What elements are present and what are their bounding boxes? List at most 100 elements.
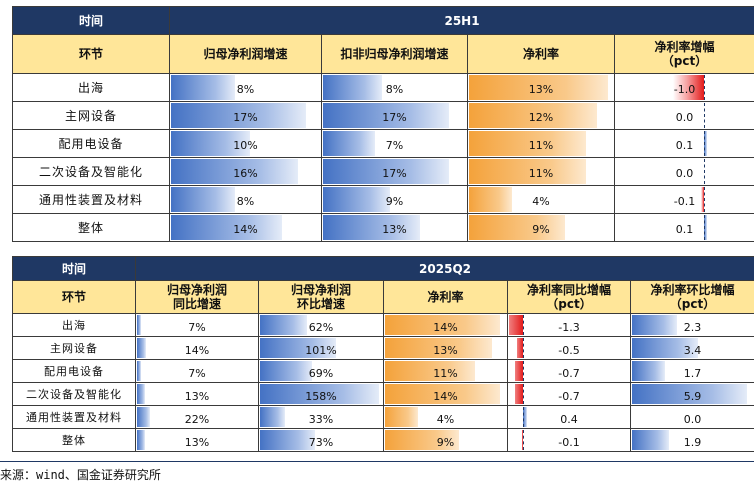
column-header: 归母净利润增速 [169, 34, 322, 74]
row-label: 整体 [12, 428, 136, 452]
cell-value: 14% [433, 320, 458, 334]
cell-value: 11% [528, 167, 554, 180]
data-bar [385, 315, 500, 335]
axis-line [703, 159, 705, 184]
data-bar [323, 131, 376, 156]
data-bar [522, 407, 527, 427]
data-bar [260, 407, 285, 427]
cell-value: 2.3 [683, 320, 702, 334]
cell-value: 62% [308, 320, 334, 334]
table-cell: 16% [169, 157, 322, 186]
data-bar [171, 131, 251, 156]
source-note: 来源：wind、国金证券研究所 [0, 468, 161, 482]
data-bar [521, 430, 523, 450]
table-cell: 13% [383, 336, 508, 360]
cell-value: 7% [188, 320, 206, 334]
table-cell: -0.1 [613, 185, 754, 214]
cell-value: 8% [236, 83, 255, 96]
header-period: 2025Q2 [134, 256, 754, 281]
table-cell: 17% [321, 157, 468, 186]
axis-line [522, 315, 524, 335]
data-bar [673, 75, 704, 100]
table-cell: 4% [467, 185, 615, 214]
row-label: 出海 [12, 73, 170, 102]
cell-value: -0.7 [558, 389, 580, 403]
table-cell: 14% [383, 313, 508, 337]
cell-value: 14% [233, 223, 258, 236]
column-header: 净利率增幅 （pct） [613, 34, 754, 74]
data-bar [469, 159, 587, 184]
cell-value: 10% [233, 139, 258, 152]
row-label: 主网设备 [12, 101, 170, 130]
table-25h1: 时间 25H1 环节 归母净利润增速 扣非归母净利润增速 净利率 净利率增幅 （… [12, 6, 754, 242]
cell-value: 5.9 [683, 389, 702, 403]
cell-value: 16% [233, 167, 258, 180]
data-bar [469, 215, 565, 240]
header-period: 25H1 [168, 6, 754, 35]
table-cell: 13% [135, 428, 259, 452]
table-cell: 5.9 [629, 382, 754, 406]
table-cell: -0.1 [507, 428, 631, 452]
cell-value: 3.4 [683, 343, 702, 357]
cell-value: 12% [528, 111, 554, 124]
data-bar [260, 338, 336, 358]
data-bar [171, 159, 299, 184]
table-cell: 73% [258, 428, 384, 452]
table-row: 整体 14% 13% 9% 0.1 [12, 213, 754, 242]
data-bar [703, 131, 708, 156]
data-bar [137, 384, 145, 404]
cell-value: 13% [184, 389, 210, 403]
cell-value: 158% [305, 389, 337, 403]
table-cell: 2.3 [629, 313, 754, 337]
data-bar [703, 215, 708, 240]
data-bar [137, 361, 142, 381]
data-bar [171, 187, 235, 212]
table-cell: 0.0 [613, 157, 754, 186]
row-label: 整体 [12, 213, 170, 242]
cell-value: -0.5 [558, 343, 580, 357]
data-bar [260, 315, 307, 335]
table-cell: 8% [321, 73, 468, 102]
data-bar [137, 430, 145, 450]
footer-rule [0, 461, 754, 462]
table-cell: 9% [383, 428, 508, 452]
row-label: 配用电设备 [12, 129, 170, 158]
table-cell: 14% [169, 213, 322, 242]
table-cell: 17% [321, 101, 468, 130]
data-bar [700, 187, 704, 212]
cell-value: 22% [184, 412, 210, 426]
column-header: 净利率 [383, 280, 508, 314]
table-row: 主网设备 17% 17% 12% 0.0 [12, 101, 754, 130]
table-cell: 17% [169, 101, 322, 130]
axis-line [703, 215, 705, 240]
table-row: 二次设备及智能化 16% 17% 11% 0.0 [12, 157, 754, 186]
table-cell: 1.7 [629, 359, 754, 383]
data-bar [260, 384, 379, 404]
cell-value: 13% [528, 83, 554, 96]
data-bar [515, 384, 523, 404]
table-cell: 7% [135, 359, 259, 383]
header-time: 时间 [12, 256, 136, 281]
cell-value: 13% [433, 343, 458, 357]
table-cell: 7% [321, 129, 468, 158]
data-bar [323, 215, 420, 240]
table-row: 整体 13% 73% 9% -0.1 1.9 [12, 428, 754, 452]
table-cell: 7% [135, 313, 259, 337]
cell-value: 33% [308, 412, 334, 426]
data-bar [385, 407, 418, 427]
data-bar [260, 361, 312, 381]
table-row: 通用性装置及材料 22% 33% 4% 0.4 0.0 [12, 405, 754, 429]
cell-value: 8% [385, 83, 404, 96]
table-cell: 4% [383, 405, 508, 429]
table-row: 出海 7% 62% 14% -1.3 2.3 [12, 313, 754, 337]
table-cell: 158% [258, 382, 384, 406]
table-cell: -0.7 [507, 382, 631, 406]
table-cell: 69% [258, 359, 384, 383]
data-bar [632, 430, 670, 450]
table-cell: -0.5 [507, 336, 631, 360]
axis-line [522, 407, 524, 427]
column-header-segment: 环节 [12, 34, 170, 74]
cell-value: 8% [236, 195, 255, 208]
cell-value: -1.0 [673, 83, 696, 96]
row-label: 通用性装置及材料 [12, 405, 136, 429]
